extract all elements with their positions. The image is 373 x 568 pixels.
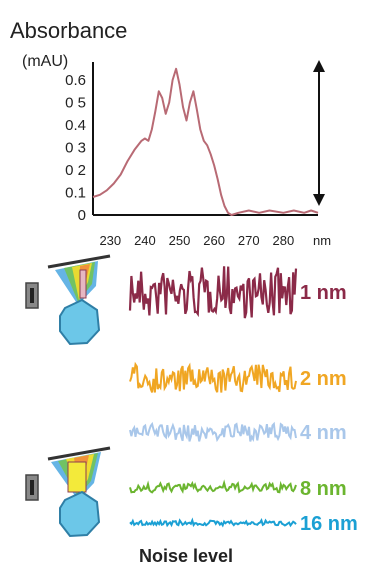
y-tick-label: 0 3 xyxy=(65,140,86,157)
y-tick-label: 0.1 xyxy=(65,185,86,202)
noise-label-8nm: 8 nm xyxy=(300,478,347,500)
noise-label-16nm: 16 nm xyxy=(300,513,358,535)
spectrometer-wide-slit-icon xyxy=(25,446,111,538)
spectrometer-narrow-slit-icon xyxy=(25,254,111,346)
noise-trace-4nm xyxy=(129,421,297,443)
noise-label-4nm: 4 nm xyxy=(300,422,347,444)
x-axis-title: Noise level xyxy=(139,546,233,566)
noise-trace-1nm xyxy=(128,266,298,319)
y-tick-label: 0 xyxy=(78,207,86,224)
y-tick-label: 0.4 xyxy=(65,117,86,134)
x-tick-label: 260 xyxy=(203,233,225,248)
noise-label-1nm: 1 nm xyxy=(300,282,347,304)
x-tick-labels: 230 240 250 260 270 280 xyxy=(99,233,294,248)
x-tick-label: 280 xyxy=(273,233,295,248)
y-axis-title: Absorbance xyxy=(10,18,127,43)
noise-traces: 1 nm 2 nm 4 nm 8 nm 16 nm xyxy=(128,266,358,535)
y-tick-labels: 0 0.1 0 2 0 3 0.4 0 5 0.6 xyxy=(65,72,86,224)
x-tick-label: 270 xyxy=(238,233,260,248)
absorbance-spectrum-line xyxy=(92,67,319,216)
y-axis-unit: (mAU) xyxy=(22,53,68,70)
double-arrow-icon xyxy=(313,60,325,206)
noise-trace-16nm xyxy=(129,517,297,528)
noise-label-2nm: 2 nm xyxy=(300,368,347,390)
x-tick-label: 230 xyxy=(99,233,121,248)
y-tick-label: 0 2 xyxy=(65,162,86,179)
x-axis-unit: nm xyxy=(313,233,331,248)
x-tick-label: 240 xyxy=(134,233,156,248)
noise-trace-2nm xyxy=(129,361,297,393)
noise-trace-8nm xyxy=(129,479,297,494)
x-tick-label: 250 xyxy=(169,233,191,248)
y-tick-label: 0 5 xyxy=(65,95,86,112)
y-tick-label: 0.6 xyxy=(65,72,86,89)
